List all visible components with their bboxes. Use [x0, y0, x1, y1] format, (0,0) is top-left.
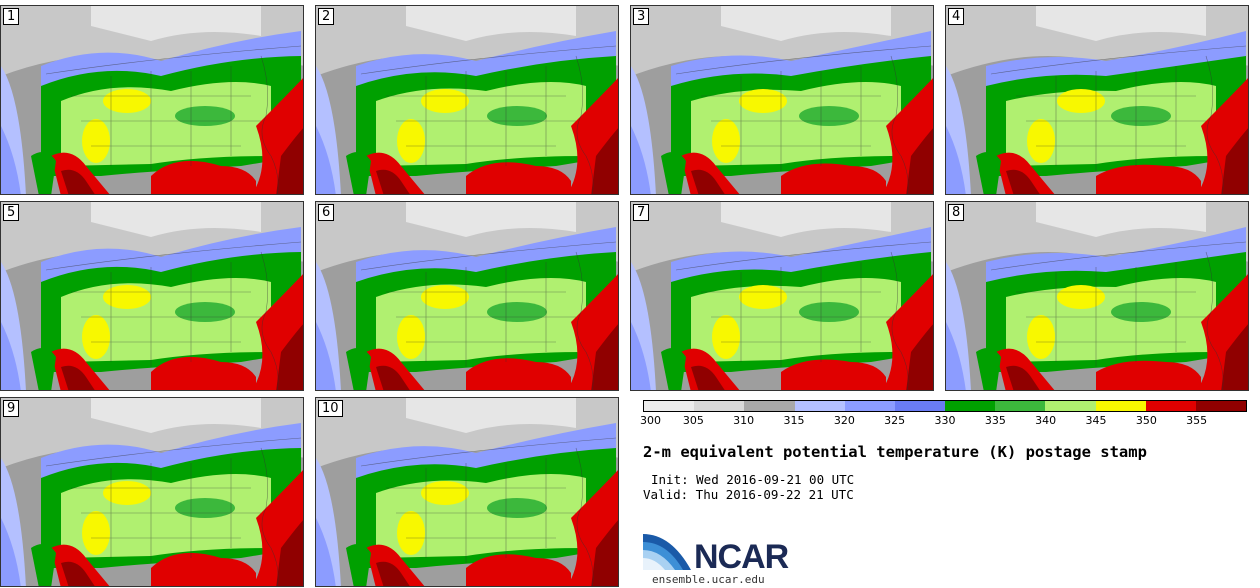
panel-label: 9 — [3, 400, 20, 417]
map-field — [631, 6, 933, 194]
colorbar-tick-label: 335 — [984, 414, 1006, 427]
colorbar-segment — [794, 401, 845, 411]
panel-label: 6 — [318, 204, 335, 221]
map-field — [946, 6, 1248, 194]
stamp-panel-6: 6 — [315, 201, 619, 391]
map-field — [316, 202, 618, 390]
colorbar-segment — [1045, 401, 1096, 411]
colorbar-segment — [744, 401, 795, 411]
colorbar-segment — [995, 401, 1046, 411]
init-time: Init: Wed 2016-09-21 00 UTC — [651, 472, 855, 487]
stamp-panel-5: 5 — [0, 201, 304, 391]
stamp-panel-8: 8 — [945, 201, 1249, 391]
colorbar-segment — [1095, 401, 1146, 411]
colorbar-tick-label: 310 — [733, 414, 755, 427]
colorbar-tick-label: 315 — [783, 414, 805, 427]
colorbar-segment — [644, 401, 695, 411]
colorbar — [643, 400, 1247, 412]
colorbar-tick-label: 345 — [1085, 414, 1107, 427]
colorbar-segment — [945, 401, 996, 411]
colorbar-tick-label: 355 — [1186, 414, 1208, 427]
stamp-panel-9: 9 — [0, 397, 304, 587]
colorbar-tick-label: 330 — [934, 414, 956, 427]
stamp-panel-7: 7 — [630, 201, 934, 391]
colorbar-ticks: 300 305 310 315 320 325 330 335 340 345 350 355 — [640, 414, 1247, 430]
ncar-logo-icon — [643, 534, 691, 570]
colorbar-segment — [1145, 401, 1196, 411]
colorbar-tick-label: 340 — [1035, 414, 1057, 427]
panel-label: 1 — [3, 8, 20, 25]
panel-label: 4 — [948, 8, 965, 25]
colorbar-tick-label: 300 — [640, 414, 661, 427]
stamp-panel-2: 2 — [315, 5, 619, 195]
map-field — [1, 202, 303, 390]
panel-label: 7 — [633, 204, 650, 221]
map-field — [316, 398, 618, 586]
colorbar-tick-label: 350 — [1135, 414, 1157, 427]
map-field — [1, 6, 303, 194]
colorbar-tick-label: 320 — [833, 414, 855, 427]
panel-label: 3 — [633, 8, 650, 25]
figure-title: 2-m equivalent potential temperature (K)… — [643, 443, 1147, 461]
logo-wordmark: NCAR — [694, 538, 789, 576]
site-url: ensemble.ucar.edu — [652, 573, 765, 586]
colorbar-tick-label: 325 — [884, 414, 906, 427]
map-field — [316, 6, 618, 194]
colorbar-tick-label: 305 — [682, 414, 704, 427]
panel-label: 2 — [318, 8, 335, 25]
valid-time: Valid: Thu 2016-09-22 21 UTC — [643, 487, 854, 502]
stamp-panel-1: 1 — [0, 5, 304, 195]
stamp-panel-3: 3 — [630, 5, 934, 195]
map-field — [946, 202, 1248, 390]
colorbar-segment — [844, 401, 895, 411]
panel-label: 10 — [318, 400, 343, 417]
colorbar-segment — [694, 401, 745, 411]
stamp-panel-10: 10 — [315, 397, 619, 587]
map-field — [631, 202, 933, 390]
panel-label: 5 — [3, 204, 20, 221]
panel-label: 8 — [948, 204, 965, 221]
map-field — [1, 398, 303, 586]
colorbar-segment — [1195, 401, 1247, 411]
stamp-panel-4: 4 — [945, 5, 1249, 195]
colorbar-segment — [894, 401, 946, 411]
